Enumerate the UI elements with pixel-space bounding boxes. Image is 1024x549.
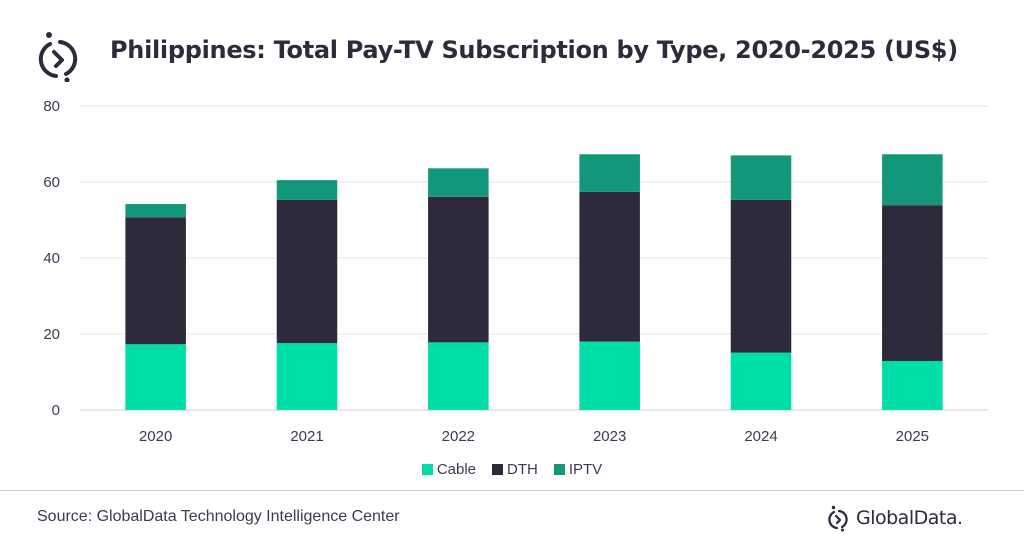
globaldata-logo-icon xyxy=(828,505,848,532)
bar-segment-dth xyxy=(882,205,943,361)
y-tick-label: 0 xyxy=(52,402,60,419)
legend-label: Cable xyxy=(436,461,477,478)
bar-segment-dth xyxy=(579,191,640,342)
bar-segment-cable xyxy=(125,344,186,410)
x-tick-label: 2024 xyxy=(744,428,777,445)
bar-segment-cable xyxy=(730,352,792,410)
legend-label: IPTV xyxy=(568,461,603,478)
bar-segment-iptv xyxy=(579,154,640,192)
legend-item-cable: Cable xyxy=(421,461,477,478)
bar-segment-cable xyxy=(276,343,338,410)
y-tick-label: 80 xyxy=(43,98,60,115)
bar-segment-iptv xyxy=(125,204,186,218)
x-tick-label: 2020 xyxy=(139,428,172,445)
legend-item-dth: DTH xyxy=(492,461,538,478)
y-tick-label: 60 xyxy=(43,174,60,191)
stacked-bar-chart: 0 20 40 60 80 2020 2021 2022 2023 2024 2025 xyxy=(43,98,988,445)
bar-segment-iptv xyxy=(882,154,943,206)
bar-segment-cable xyxy=(579,341,640,410)
legend: Cable DTH IPTV xyxy=(0,461,1024,478)
legend-swatch-dth xyxy=(492,464,504,475)
bar-segment-iptv xyxy=(276,180,338,200)
bar-segment-dth xyxy=(730,199,792,353)
globaldata-logo-icon xyxy=(38,32,78,82)
bar-segment-cable xyxy=(882,360,943,410)
x-tick-label: 2023 xyxy=(593,428,626,445)
brand-name: GlobalData. xyxy=(856,507,963,529)
legend-swatch-cable xyxy=(421,464,433,475)
x-tick-label: 2025 xyxy=(896,428,929,445)
footer-divider xyxy=(0,490,1024,491)
bar-segment-dth xyxy=(428,196,489,343)
y-tick-label: 20 xyxy=(43,326,60,343)
x-tick-label: 2021 xyxy=(290,428,323,445)
legend-item-iptv: IPTV xyxy=(553,461,603,478)
bar-segment-iptv xyxy=(730,155,792,200)
y-tick-label: 40 xyxy=(43,250,60,267)
x-tick-label: 2022 xyxy=(442,428,475,445)
brand-logo: GlobalData. xyxy=(826,503,963,533)
bar-segment-dth xyxy=(276,199,338,344)
chart-title: Philippines: Total Pay-TV Subscription b… xyxy=(110,36,958,64)
bar-segment-iptv xyxy=(428,168,489,197)
legend-swatch-iptv xyxy=(553,464,565,475)
bar-segment-cable xyxy=(428,342,489,410)
source-note: Source: GlobalData Technology Intelligen… xyxy=(37,508,400,525)
legend-label: DTH xyxy=(507,461,538,478)
bar-segment-dth xyxy=(125,217,186,345)
